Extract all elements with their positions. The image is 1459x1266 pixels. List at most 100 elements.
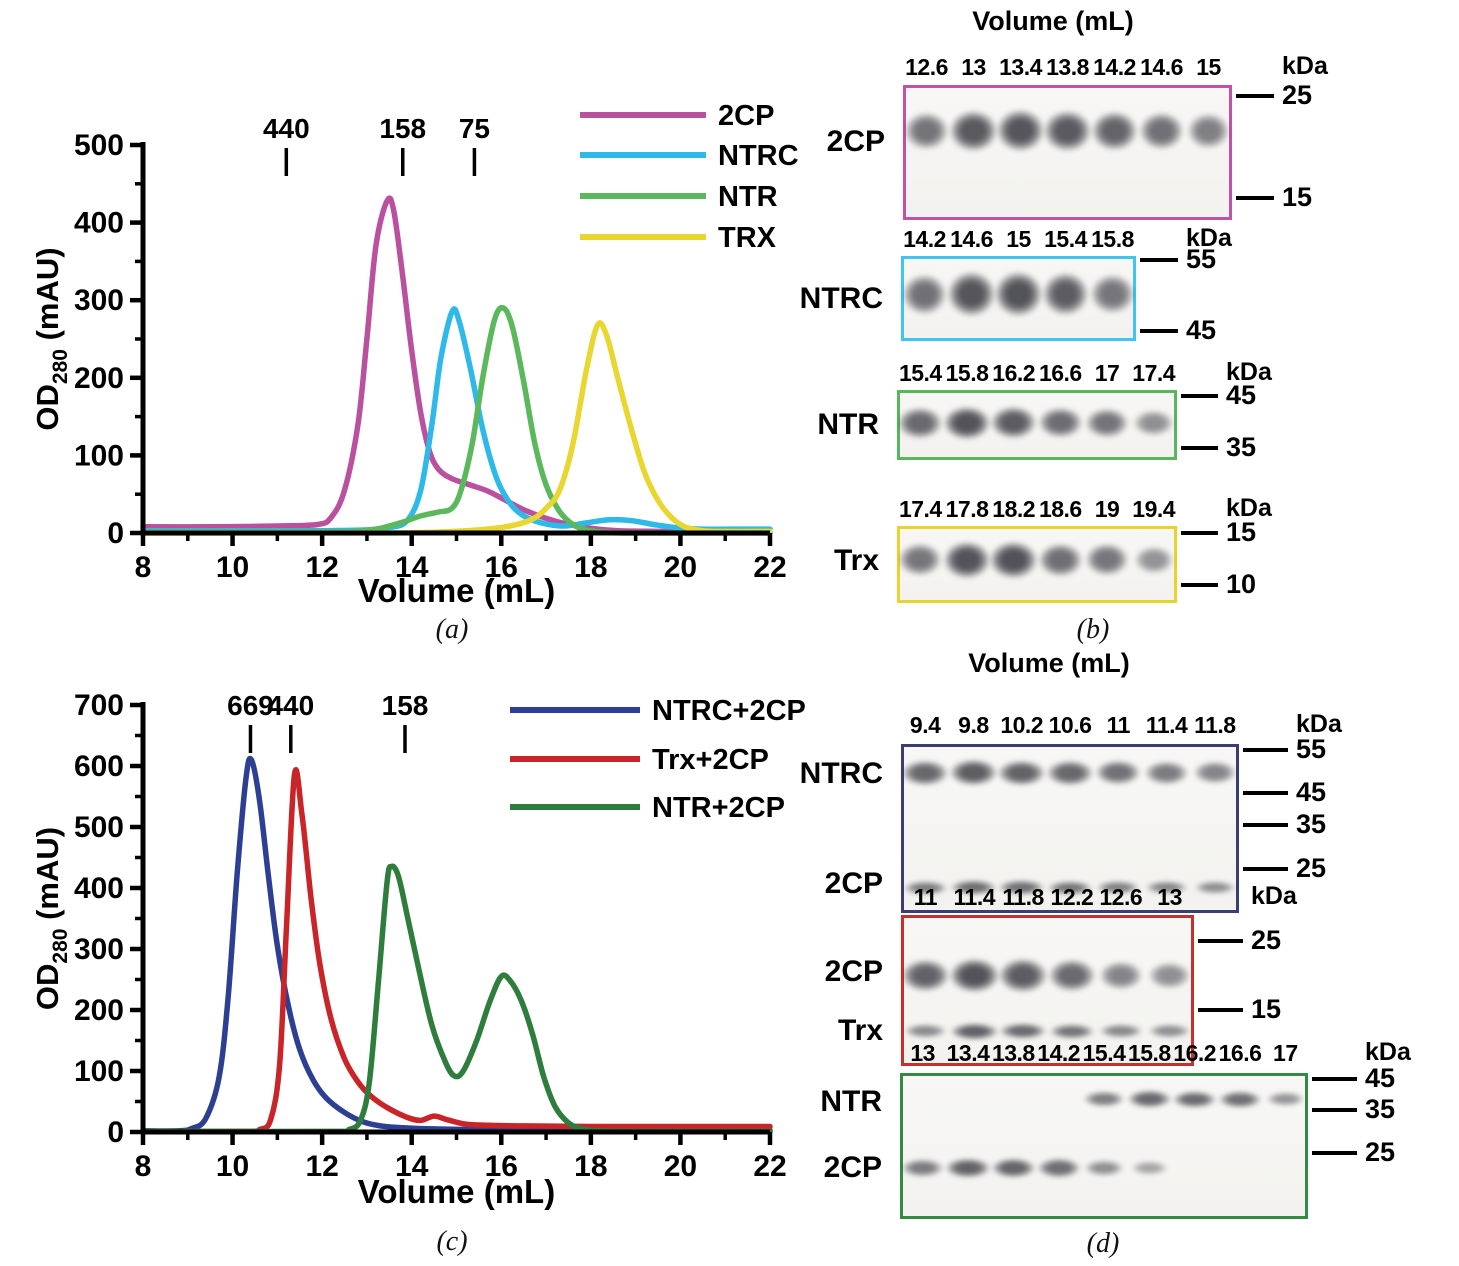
panel-b-volume-title: Volume (mL): [972, 6, 1134, 36]
protein-band: [993, 271, 1044, 318]
x-tick-label: 16: [485, 1150, 518, 1183]
y-tick-label: 600: [74, 750, 124, 783]
lane-volume-label: 9.4: [909, 712, 941, 738]
protein-band: [990, 1157, 1036, 1178]
x-tick-label: 8: [135, 551, 152, 584]
y-tick-label: 100: [74, 1055, 124, 1088]
series-ntr-line: [140, 304, 773, 536]
protein-band: [1095, 760, 1142, 786]
protein-band: [942, 540, 992, 579]
legend-label: NTRC+2CP: [652, 695, 806, 727]
lane-volume-label: 17.8: [945, 496, 989, 522]
lane-volume-label: 11.4: [953, 884, 996, 910]
lane-volume-label: 17.4: [1132, 360, 1176, 386]
lane-volume-label: 11.4: [1145, 712, 1188, 738]
y-tick-label: 300: [74, 933, 124, 966]
series-2cp-line: [140, 195, 773, 536]
gel-image-trx-2cp: [901, 915, 1194, 1066]
protein-band: [1144, 760, 1190, 785]
kda-marker-line: [1140, 328, 1178, 333]
lane-volume-label: 19: [1094, 496, 1120, 522]
lane-volume-label: 13: [961, 54, 986, 80]
protein-band: [1138, 111, 1185, 151]
x-tick-label: 10: [216, 1150, 249, 1183]
kda-marker-label: 10: [1226, 569, 1257, 600]
lane-volume-label: 14.6: [1140, 54, 1183, 80]
lane-volume-label: 17: [1094, 360, 1120, 386]
kda-marker-label: 45: [1365, 1062, 1396, 1093]
lane-volume-label: 16.2: [1173, 1040, 1217, 1066]
x-tick-label: 14: [395, 551, 429, 584]
kda-marker-line: [1312, 1151, 1357, 1156]
protein-band: [1041, 272, 1090, 317]
kda-marker-label: 15: [1282, 182, 1313, 213]
panel-d-volume-title: Volume (mL): [968, 648, 1130, 678]
legend-label: 2CP: [718, 100, 774, 132]
protein-band: [1084, 1159, 1124, 1177]
y-tick-label: 200: [74, 994, 124, 1027]
protein-band: [989, 540, 1039, 580]
protein-band: [989, 406, 1038, 440]
calibration-marker-label: 440: [263, 113, 310, 144]
protein-band: [997, 759, 1046, 786]
protein-band: [1130, 1160, 1168, 1176]
lane-volume-label: 11: [1106, 712, 1131, 738]
protein-name-label: 2CP: [824, 955, 883, 989]
kda-unit-label: kDa: [1251, 882, 1297, 910]
lane-volume-label: 12.6: [1099, 884, 1143, 910]
x-axis-label: Volume (mL): [358, 1173, 555, 1210]
protein-band: [998, 958, 1048, 993]
chromatogram-panel-c: 8 10 12 14 16 18 20 22 0 100 200 300 400 500 600 700 669…: [30, 689, 806, 1210]
protein-band: [947, 271, 996, 317]
lane-volume-label: 15.4: [1082, 1040, 1126, 1066]
kda-marker-line: [1243, 747, 1288, 752]
protein-band: [949, 109, 998, 153]
x-tick-label: 8: [135, 1150, 152, 1183]
kda-marker-label: 35: [1226, 432, 1257, 463]
legend-label: NTR+2CP: [652, 792, 785, 824]
kda-marker-label: 35: [1365, 1093, 1396, 1124]
lane-volume-label: 11: [913, 884, 938, 910]
lane-volume-label: 14.6: [950, 226, 993, 252]
protein-name-label: NTR: [817, 408, 879, 441]
lane-volume-label: 12.6: [905, 54, 948, 80]
lane-volume-label: 15.8: [1127, 1040, 1171, 1066]
x-tick-label: 12: [305, 551, 338, 584]
y-tick-label: 700: [74, 689, 124, 722]
kda-marker-line: [1312, 1076, 1357, 1081]
protein-name-label: NTRC: [799, 757, 883, 791]
y-tick-label: 200: [74, 362, 124, 395]
protein-name-label: 2CP: [823, 1150, 882, 1184]
lane-volume-label: 14.2: [1093, 54, 1136, 80]
kda-marker-line: [1236, 93, 1274, 98]
kda-marker-label: 15: [1251, 994, 1282, 1025]
lane-volume-label: 18.6: [1038, 496, 1082, 522]
protein-band: [1172, 1090, 1217, 1108]
protein-band: [1037, 542, 1083, 577]
x-tick-label: 18: [574, 1150, 607, 1183]
lane-volume-label: 13.4: [999, 54, 1042, 80]
protein-band: [1048, 1023, 1096, 1040]
panel-a-caption: (a): [435, 614, 469, 645]
lane-volume-label: 14.2: [903, 226, 946, 252]
protein-name-label: 2CP: [826, 124, 885, 158]
protein-name-label: Trx: [833, 543, 879, 577]
kda-marker-line: [1181, 583, 1218, 588]
protein-band: [1043, 109, 1092, 152]
kda-marker-label: 45: [1226, 380, 1257, 411]
y-tick-label: 400: [74, 872, 124, 905]
lane-volume-label: 11.8: [1002, 884, 1044, 910]
protein-name-label: NTR: [820, 1085, 882, 1119]
lane-volume-label: 16.6: [1038, 360, 1082, 386]
protein-band: [1193, 881, 1237, 894]
protein-band: [1133, 409, 1175, 437]
chromatogram-panel-a: 8 10 12 14 16 18 20 22 0 100 200 300 400 500 440 158 75 V…: [30, 100, 799, 609]
protein-band: [902, 880, 948, 895]
calibration-marker-label: 669: [227, 690, 274, 721]
legend-label: TRX: [718, 222, 777, 254]
protein-name-label: NTRC: [799, 281, 883, 315]
lane-volume-label: 17.4: [898, 496, 942, 522]
lane-volume-label: 15.8: [1091, 226, 1134, 252]
x-tick-label: 20: [664, 551, 697, 584]
